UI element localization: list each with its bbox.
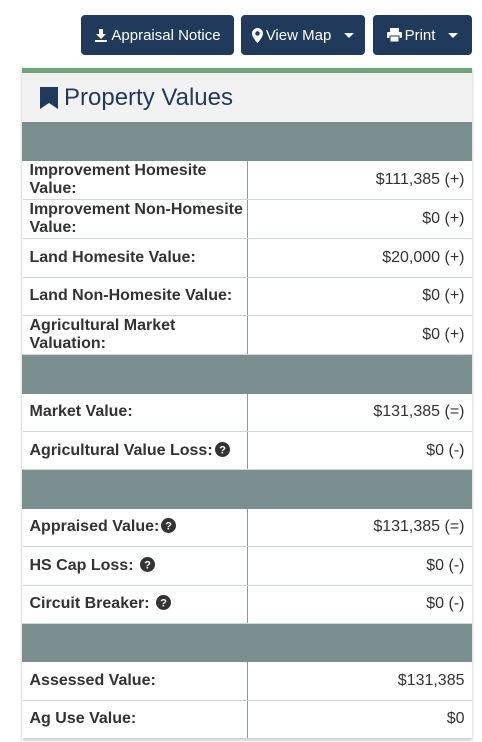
bookmark-icon bbox=[40, 86, 58, 109]
row-value: $0 bbox=[247, 699, 472, 740]
table-row: HS Cap Loss:? $0 (-) bbox=[22, 546, 472, 586]
svg-text:?: ? bbox=[160, 598, 167, 610]
appraisal-notice-label: Appraisal Notice bbox=[111, 26, 221, 44]
table-row: Improvement Homesite Value: $111,385 (+) bbox=[22, 160, 472, 201]
question-circle-icon[interactable]: ? bbox=[161, 518, 177, 534]
view-map-label: View Map bbox=[265, 26, 332, 44]
row-value: $131,385 (=) bbox=[247, 392, 472, 432]
svg-text:?: ? bbox=[165, 521, 172, 533]
appraisal-notice-button[interactable]: Appraisal Notice bbox=[81, 15, 234, 55]
map-marker-icon bbox=[251, 27, 263, 43]
row-label: Agricultural Value Loss: bbox=[29, 441, 213, 459]
row-label-cell: Agricultural Value Loss:? bbox=[22, 430, 248, 471]
row-label: Improvement Homesite Value: bbox=[22, 160, 248, 201]
view-map-button[interactable]: View Map bbox=[241, 15, 365, 55]
print-label: Print bbox=[404, 26, 436, 44]
row-label: Market Value: bbox=[22, 392, 248, 432]
table-row: Appraised Value:? $131,385 (=) bbox=[22, 507, 472, 548]
row-label-cell: Appraised Value:? bbox=[22, 507, 248, 548]
row-value: $0 (-) bbox=[247, 546, 472, 586]
row-value: $111,385 (+) bbox=[247, 160, 472, 201]
question-circle-icon[interactable]: ? bbox=[139, 556, 155, 572]
panel-header: Property Values bbox=[22, 73, 472, 122]
row-label: Appraised Value: bbox=[29, 518, 160, 536]
row-value: $0 (+) bbox=[247, 199, 472, 240]
question-circle-icon[interactable]: ? bbox=[214, 441, 230, 457]
row-value: $20,000 (+) bbox=[247, 238, 472, 278]
row-value: $131,385 bbox=[247, 661, 472, 701]
chevron-down-icon bbox=[448, 32, 459, 38]
print-icon bbox=[386, 28, 402, 42]
row-label: Improvement Non-Homesite Value: bbox=[22, 199, 248, 240]
row-label: Circuit Breaker: bbox=[29, 595, 150, 613]
chevron-down-icon bbox=[344, 32, 355, 38]
row-label: Assessed Value: bbox=[22, 661, 248, 701]
values-table: Improvement Homesite Value: $111,385 (+)… bbox=[22, 121, 472, 740]
row-value: $131,385 (=) bbox=[247, 507, 472, 548]
print-button[interactable]: Print bbox=[373, 15, 472, 55]
table-row: Agricultural Value Loss:? $0 (-) bbox=[22, 430, 472, 471]
row-label-cell: HS Cap Loss:? bbox=[22, 546, 248, 586]
section-separator bbox=[22, 354, 472, 394]
section-separator bbox=[22, 469, 472, 509]
row-value: $0 (-) bbox=[247, 430, 472, 471]
row-label: Agricultural Market Valuation: bbox=[22, 315, 248, 356]
table-row: Assessed Value: $131,385 bbox=[22, 661, 472, 701]
row-value: $0 (-) bbox=[247, 584, 472, 624]
row-value: $0 (+) bbox=[247, 315, 472, 356]
toolbar: Appraisal Notice View Map Print bbox=[0, 15, 482, 55]
property-values-panel: Property Values Improvement Homesite Val… bbox=[22, 68, 472, 740]
question-circle-icon[interactable]: ? bbox=[155, 595, 171, 611]
table-row: Market Value: $131,385 (=) bbox=[22, 392, 472, 432]
table-row: Circuit Breaker:? $0 (-) bbox=[22, 584, 472, 624]
panel-title: Property Values bbox=[64, 83, 233, 111]
table-row: Land Homesite Value: $20,000 (+) bbox=[22, 238, 472, 278]
table-row: Agricultural Market Valuation: $0 (+) bbox=[22, 315, 472, 356]
row-label-cell: Circuit Breaker:? bbox=[22, 584, 248, 624]
svg-text:?: ? bbox=[144, 560, 151, 572]
row-label: Land Homesite Value: bbox=[22, 238, 248, 278]
section-separator bbox=[22, 121, 472, 162]
svg-text:?: ? bbox=[219, 444, 226, 456]
table-row: Ag Use Value: $0 bbox=[22, 699, 472, 740]
row-label: Ag Use Value: bbox=[22, 699, 248, 740]
row-label: HS Cap Loss: bbox=[29, 556, 134, 574]
section-separator bbox=[22, 622, 472, 663]
download-icon bbox=[94, 28, 108, 42]
table-row: Improvement Non-Homesite Value: $0 (+) bbox=[22, 199, 472, 240]
table-row: Land Non-Homesite Value: $0 (+) bbox=[22, 276, 472, 317]
row-label: Land Non-Homesite Value: bbox=[22, 276, 248, 317]
row-value: $0 (+) bbox=[247, 276, 472, 317]
